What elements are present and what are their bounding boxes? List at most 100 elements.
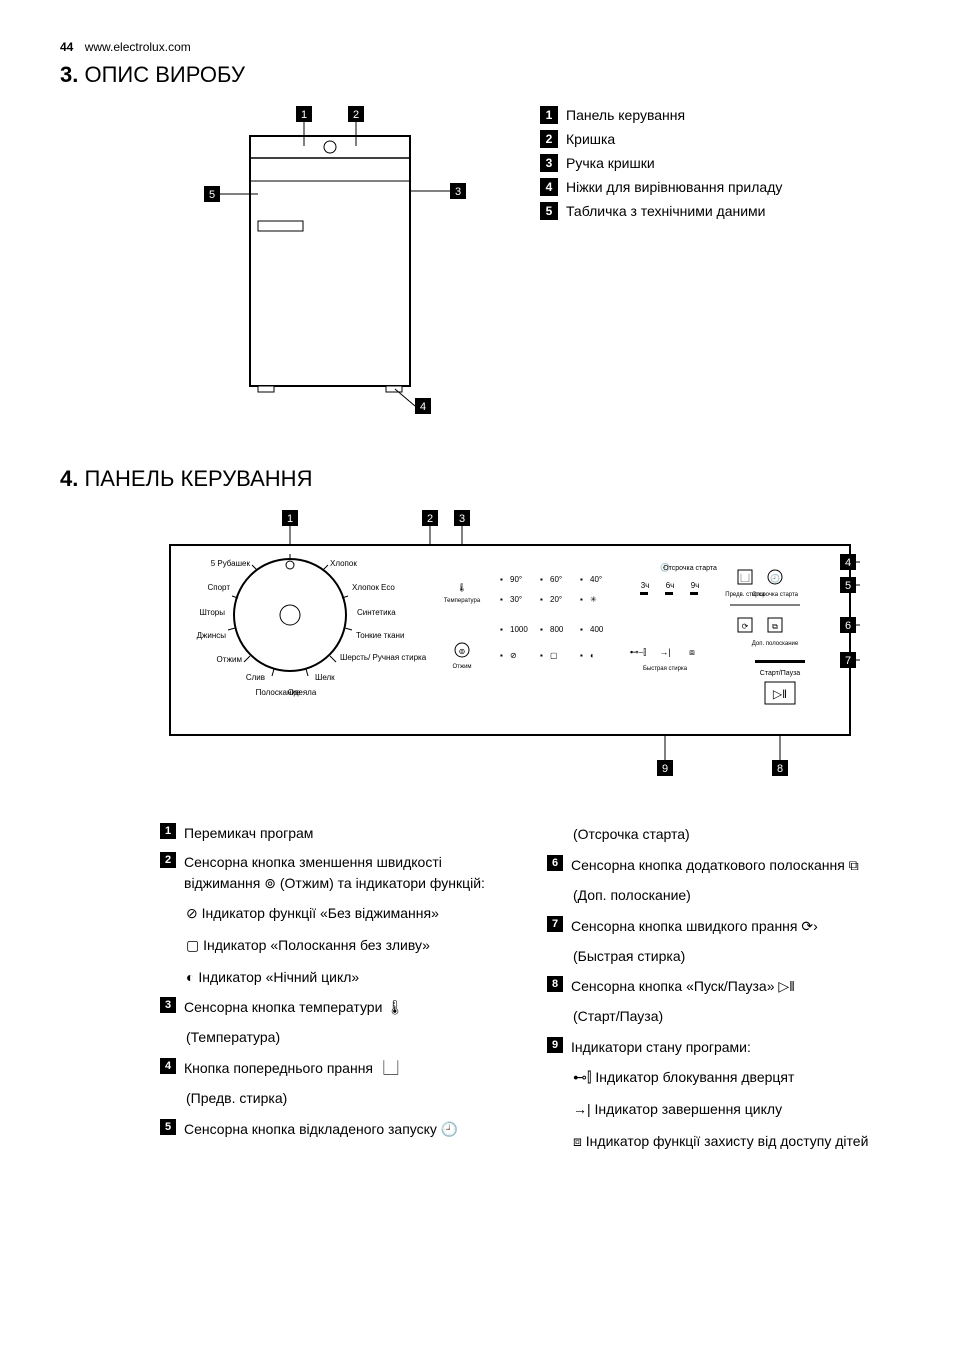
legend-subtext: (Старт/Пауза) — [573, 1005, 894, 1029]
callout-badge-1: 1 — [540, 106, 558, 124]
svg-text:Шелк: Шелк — [315, 673, 335, 682]
svg-text:30°: 30° — [510, 595, 522, 604]
svg-text:400: 400 — [590, 625, 604, 634]
svg-text:5: 5 — [209, 189, 215, 201]
legend-badge: 9 — [547, 1037, 563, 1053]
site-url: www.electrolux.com — [85, 40, 191, 54]
svg-text:⎿⏌: ⎿⏌ — [737, 573, 753, 583]
legend-subtext: (Отсрочка старта) — [573, 823, 894, 847]
svg-text:Температура: Температура — [444, 598, 481, 604]
svg-text:800: 800 — [550, 625, 564, 634]
svg-text:90°: 90° — [510, 575, 522, 584]
svg-text:▪: ▪ — [540, 595, 543, 604]
svg-text:▪: ▪ — [540, 625, 543, 634]
svg-text:▪: ▪ — [580, 625, 583, 634]
legend-item: 3Сенсорна кнопка температури 🌡 — [160, 997, 507, 1018]
section4-title: ПАНЕЛЬ КЕРУВАННЯ — [84, 466, 312, 491]
page-number: 44 — [60, 40, 73, 54]
svg-text:▪: ▪ — [540, 575, 543, 584]
legend-left: 1Перемикач програм2Сенсорна кнопка зменш… — [160, 823, 507, 1154]
legend-text: Сенсорна кнопка «Пуск/Пауза» ▷‖ — [571, 976, 894, 997]
svg-text:40°: 40° — [590, 575, 602, 584]
svg-text:1: 1 — [287, 513, 293, 525]
legend-subitem: ⧈ Індикатор функції захисту від доступу … — [573, 1130, 894, 1154]
svg-text:Одеяла: Одеяла — [288, 688, 317, 697]
callout-5: 5 Табличка з технічними даними — [540, 202, 782, 220]
svg-text:9: 9 — [662, 763, 668, 775]
svg-text:8: 8 — [777, 763, 783, 775]
callout-4: 4 Ніжки для вирівнювання приладу — [540, 178, 782, 196]
svg-text:6ч: 6ч — [666, 581, 675, 590]
legend-item: 4Кнопка попереднього прання ⎿⏌ — [160, 1058, 507, 1079]
svg-text:9ч: 9ч — [691, 581, 700, 590]
svg-text:3: 3 — [455, 186, 461, 198]
svg-text:▪: ▪ — [580, 575, 583, 584]
legend-text: Перемикач програм — [184, 823, 507, 844]
legend-text: Сенсорна кнопка відкладеного запуску 🕘 — [184, 1119, 507, 1140]
legend-item: 7Сенсорна кнопка швидкого прання ⟳› — [547, 916, 894, 937]
svg-text:Слив: Слив — [246, 673, 265, 682]
svg-text:Хлопок: Хлопок — [330, 559, 357, 568]
svg-text:3: 3 — [459, 513, 465, 525]
section3-title: ОПИС ВИРОБУ — [84, 62, 244, 87]
svg-text:Шерсть/ Ручная стирка: Шерсть/ Ручная стирка — [340, 653, 427, 662]
svg-text:▪: ▪ — [500, 595, 503, 604]
legend-badge: 6 — [547, 855, 563, 871]
legend-right: (Отсрочка старта) 6 Сенсорна кнопка додатк… — [547, 823, 894, 1154]
svg-text:60°: 60° — [550, 575, 562, 584]
legend-subtext: (Быстрая стирка) — [573, 945, 894, 969]
legend-subtext: (Температура) — [186, 1026, 507, 1050]
svg-text:5 Рубашек: 5 Рубашек — [211, 559, 251, 568]
control-panel-diagram: 5 Рубашек Спорт Шторы Джинсы Отжим Слив … — [160, 510, 894, 793]
svg-text:▢: ▢ — [550, 651, 558, 660]
svg-text:▪: ▪ — [580, 651, 583, 660]
svg-text:20°: 20° — [550, 595, 562, 604]
svg-text:4: 4 — [845, 557, 851, 569]
legend-subitem: ⊘ Індикатор функції «Без віджимання» — [186, 902, 507, 926]
svg-text:2: 2 — [427, 513, 433, 525]
callout-badge-4: 4 — [540, 178, 558, 196]
legend-text: Сенсорна кнопка додаткового полоскання ⧉ — [571, 855, 894, 876]
svg-text:🕘: 🕘 — [770, 573, 780, 583]
legend-subtext: (Предв. стирка) — [186, 1087, 507, 1111]
legend-item: 2Сенсорна кнопка зменшення швидкості від… — [160, 852, 507, 894]
svg-text:⊚: ⊚ — [459, 647, 466, 656]
legend-item: 5 Сенсорна кнопка відкладеного запуску 🕘 — [160, 1119, 507, 1140]
legend-subitem: ◐ Індикатор «Нічний цикл» — [186, 966, 507, 990]
svg-text:▷‖: ▷‖ — [773, 687, 787, 701]
svg-text:3ч: 3ч — [641, 581, 650, 590]
callout-badge-5: 5 — [540, 202, 558, 220]
section3-body: 1 2 3 4 5 1 Панель керування 2 Кришка 3 … — [170, 106, 894, 426]
svg-text:2: 2 — [353, 109, 359, 121]
svg-text:▪: ▪ — [500, 651, 503, 660]
svg-text:🌡: 🌡 — [457, 583, 467, 592]
section4-num: 4. — [60, 466, 78, 491]
svg-text:Отжим: Отжим — [217, 655, 242, 664]
section3-callouts: 1 Панель керування 2 Кришка 3 Ручка криш… — [540, 106, 782, 426]
legend-text: Кнопка попереднього прання ⎿⏌ — [184, 1058, 507, 1079]
callout-1: 1 Панель керування — [540, 106, 782, 124]
legend-text: Індикатори стану програми: — [571, 1037, 894, 1058]
svg-text:→|: →| — [659, 647, 670, 657]
legend-badge: 2 — [160, 852, 176, 868]
callout-label-3: Ручка кришки — [566, 155, 655, 171]
section3-num: 3. — [60, 62, 78, 87]
legend-badge: 7 — [547, 916, 563, 932]
svg-text:⧉: ⧉ — [772, 622, 778, 631]
svg-text:7: 7 — [845, 655, 851, 667]
legend-item: 9 Індикатори стану програми: — [547, 1037, 894, 1058]
svg-text:Доп. полоскание: Доп. полоскание — [752, 641, 799, 647]
callout-label-4: Ніжки для вирівнювання приладу — [566, 179, 782, 195]
svg-text:⧈: ⧈ — [689, 647, 695, 657]
section3-heading: 3. ОПИС ВИРОБУ — [60, 62, 894, 88]
legend-text: Сенсорна кнопка температури 🌡 — [184, 997, 507, 1018]
svg-text:Отжим: Отжим — [452, 664, 471, 670]
svg-text:1000: 1000 — [510, 625, 528, 634]
svg-text:⊘: ⊘ — [510, 651, 517, 660]
callout-label-5: Табличка з технічними даними — [566, 203, 766, 219]
legend-badge: 5 — [160, 1119, 176, 1135]
svg-text:⟳: ⟳ — [742, 622, 749, 631]
svg-text:▪: ▪ — [500, 625, 503, 634]
svg-text:✳: ✳ — [590, 595, 597, 604]
svg-text:Отсрочка старта: Отсрочка старта — [752, 592, 799, 598]
